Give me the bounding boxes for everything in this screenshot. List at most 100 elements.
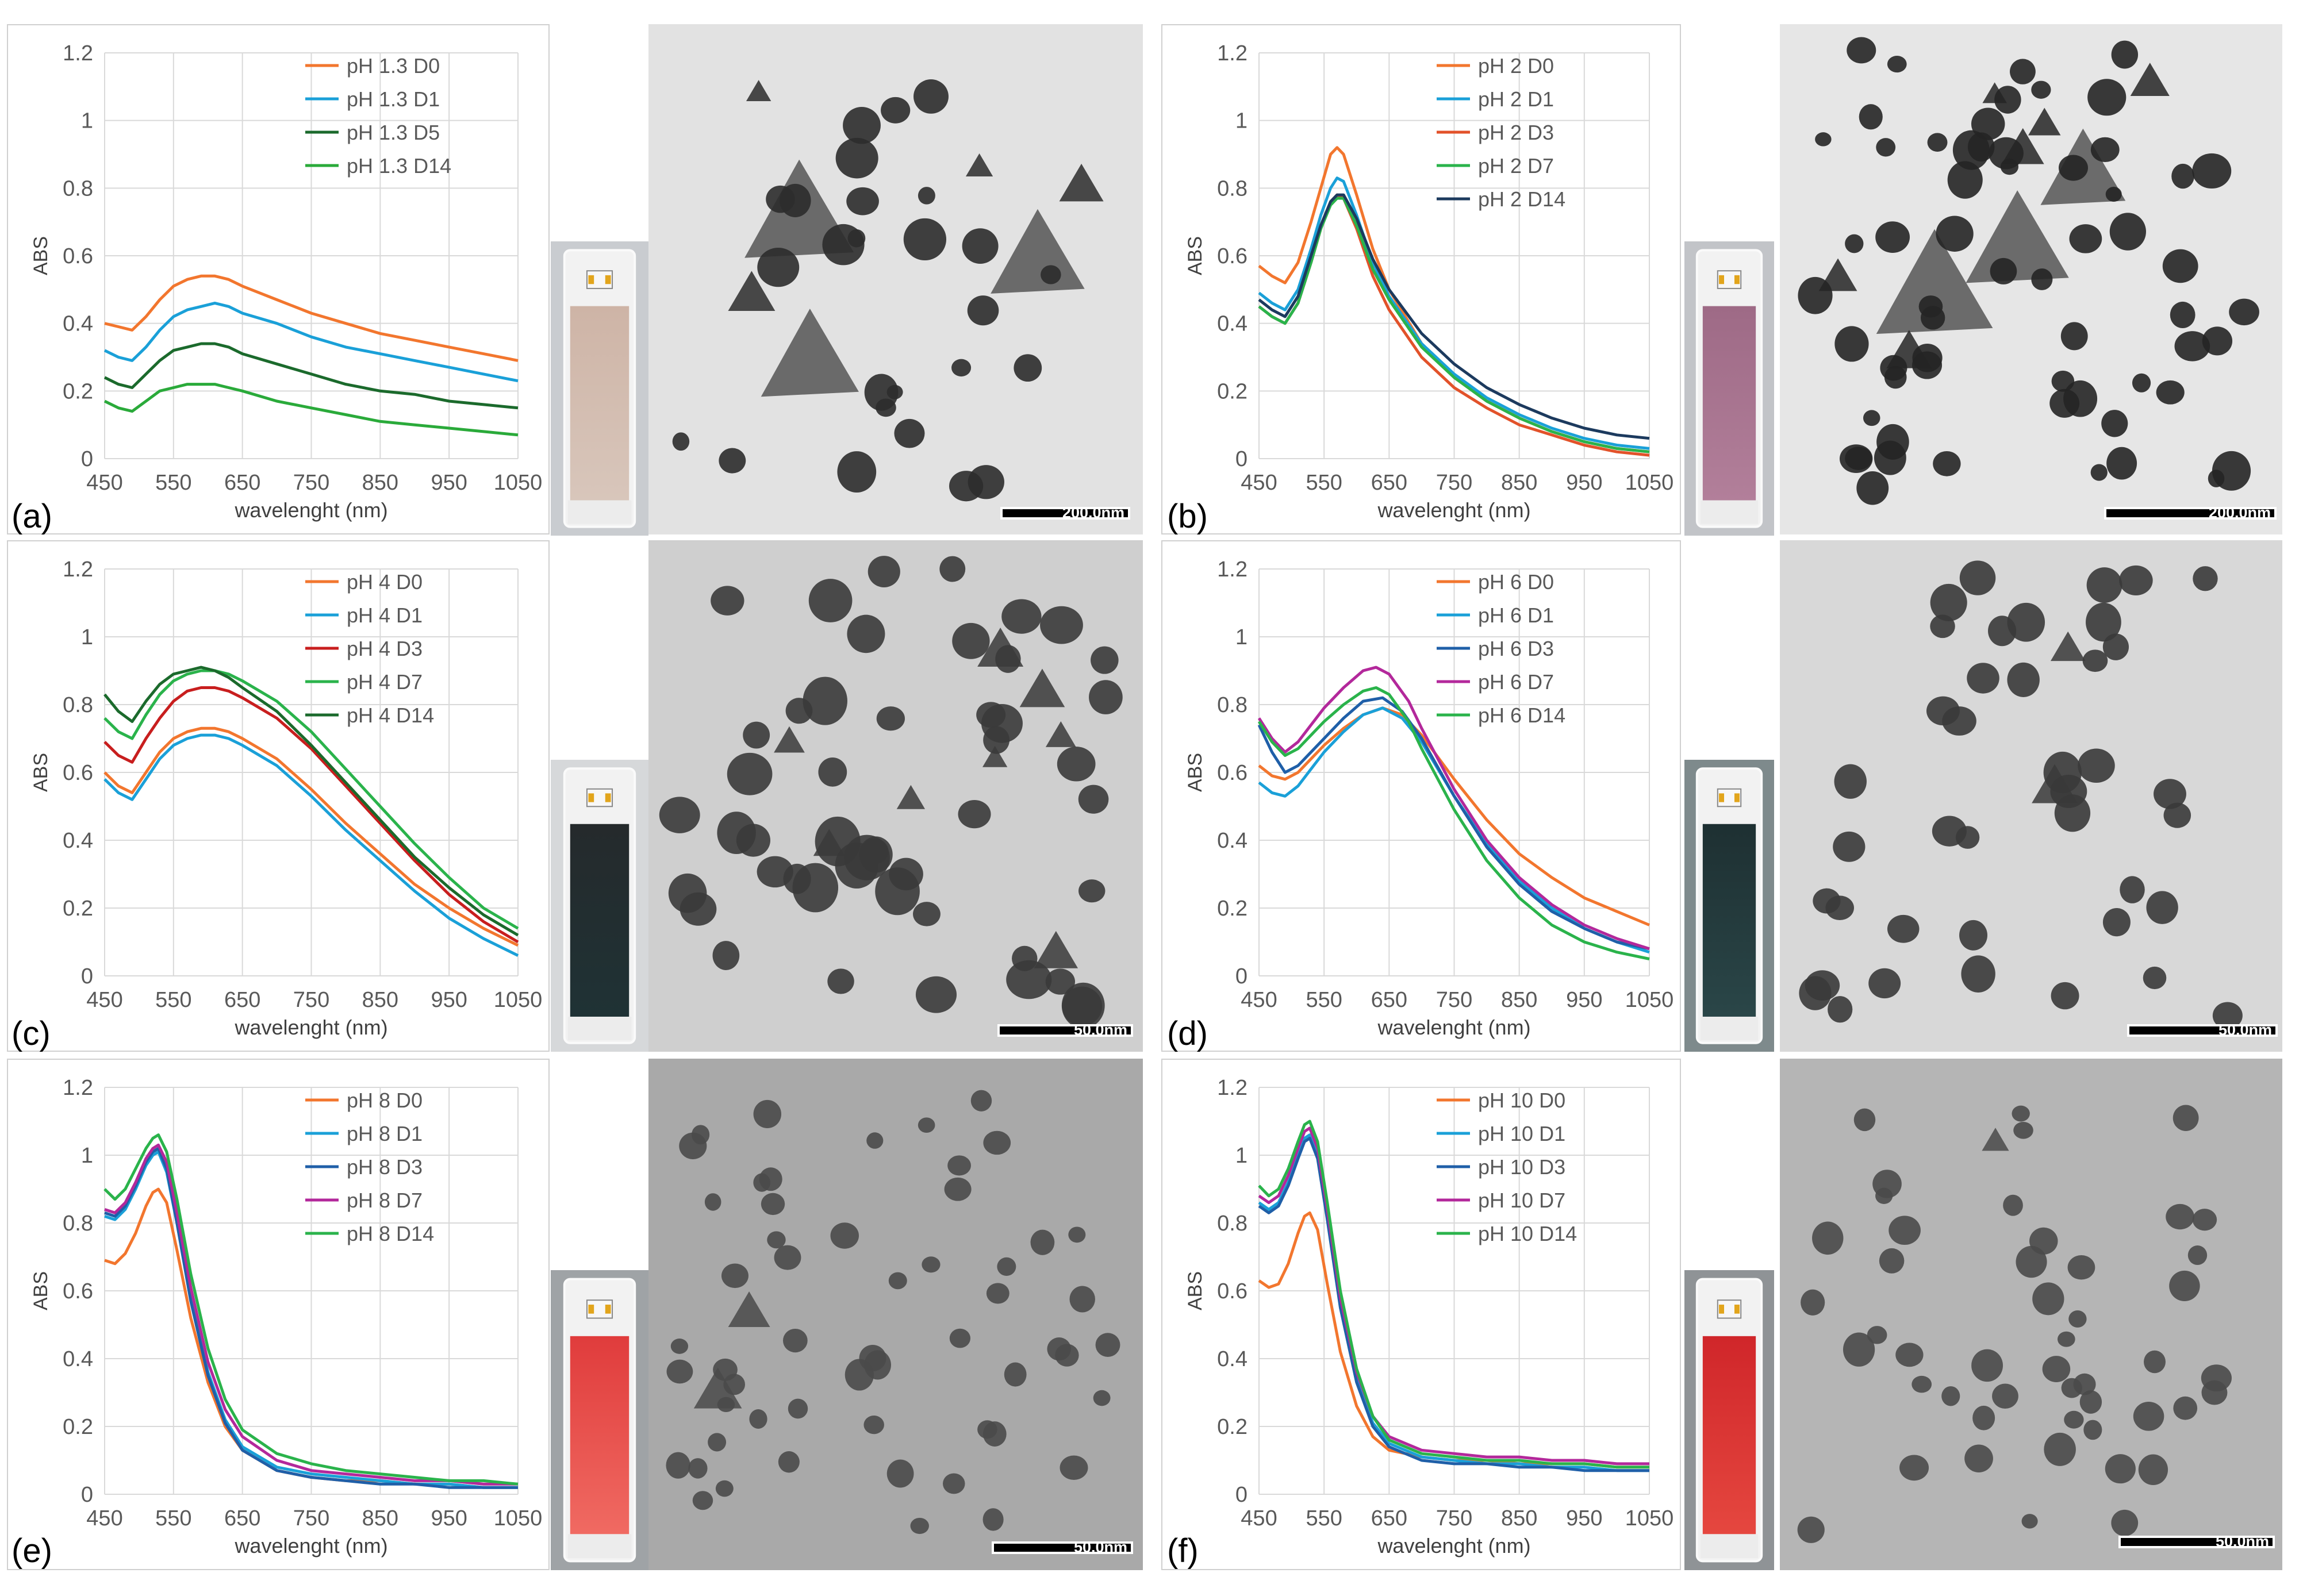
x-tick-label: 950 <box>431 471 467 495</box>
nanoparticle <box>1990 257 2017 284</box>
y-tick-label: 0.6 <box>1217 1279 1248 1303</box>
x-tick-label: 450 <box>86 988 122 1012</box>
nanotriangle <box>774 726 805 753</box>
y-tick-label: 1 <box>1235 1144 1248 1168</box>
tem-image-b <box>1780 24 2282 534</box>
nanoparticle <box>712 941 740 970</box>
y-tick-label: 0 <box>1235 447 1248 471</box>
y-tick-label: 1 <box>1235 625 1248 649</box>
x-axis-label: wavelenght (nm) <box>1377 1016 1530 1039</box>
nanoparticle <box>1955 826 1980 849</box>
uv-vis-chart-d: 450 550 650 750 850 950 1050 0 0.2 0.4 0.6 0.8 1 1.2 w… <box>1161 540 1681 1052</box>
nanoparticle <box>1843 1332 1875 1367</box>
uv-vis-chart-e: 450 550 650 750 850 950 1050 0 0.2 0.4 0.6 0.8 1 1.2 w… <box>7 1059 550 1570</box>
nanoparticles <box>666 1090 1120 1535</box>
sticker-mark-icon <box>1719 793 1725 802</box>
y-axis-label: ABS <box>30 236 52 275</box>
nanoparticle <box>2010 59 2036 84</box>
nanoparticle <box>2146 891 2178 924</box>
nanoparticle <box>2132 373 2151 393</box>
nanotriangle <box>1818 258 1857 291</box>
nanoparticle <box>1833 831 1866 862</box>
nanoparticle <box>692 1491 713 1510</box>
nanoparticle <box>753 1099 781 1129</box>
nanoparticle <box>967 295 999 326</box>
nanoparticle <box>766 185 795 213</box>
nanoparticle <box>2173 1105 2199 1131</box>
legend-entry: pH 2 D0 <box>1478 54 1554 78</box>
nanoparticle <box>1971 107 2005 140</box>
nanoparticle <box>2201 1380 2228 1405</box>
nanoparticle <box>2229 298 2259 326</box>
nanoparticle <box>2162 249 2198 283</box>
sticker-mark-icon <box>588 793 594 802</box>
x-tick-label: 950 <box>431 988 467 1012</box>
nanoparticle <box>2154 779 2186 809</box>
y-tick-label: 0.8 <box>1217 176 1248 201</box>
nanoparticle <box>1964 1444 1993 1472</box>
legend-entry: pH 2 D3 <box>1478 121 1554 144</box>
series-line-5 <box>103 1133 519 1486</box>
nanoparticle <box>1828 996 1853 1023</box>
nanoparticles <box>672 79 1104 502</box>
x-tick-label: 1050 <box>1625 988 1674 1012</box>
legend-entry: pH 2 D1 <box>1478 87 1554 111</box>
sticker-mark-icon <box>1734 275 1740 284</box>
nanoparticle <box>2166 1203 2194 1230</box>
nanoparticle <box>1868 968 1901 999</box>
x-tick-label: 850 <box>1501 471 1537 495</box>
nanoparticle <box>913 79 949 114</box>
nanoparticle <box>692 1125 710 1145</box>
nanoparticle <box>843 107 881 144</box>
y-tick-label: 1.2 <box>1217 1076 1248 1100</box>
nanoplate <box>1876 229 1993 334</box>
nanoparticle <box>1856 471 1889 505</box>
nanoparticle <box>2173 1396 2198 1420</box>
nanoparticle <box>666 1452 690 1479</box>
nanoparticle <box>913 902 941 926</box>
panel-label-d: (d) <box>1167 1015 1208 1052</box>
nanoparticle <box>1062 986 1103 1026</box>
grid <box>1258 1087 1650 1495</box>
nanoparticle <box>847 229 866 248</box>
chart-frame <box>1161 540 1681 1052</box>
scale-bar-label-a: 200.0nm <box>1062 504 1124 521</box>
scale-bar-c: 50.0nm <box>997 1021 1133 1039</box>
nanoparticle <box>2105 1454 2136 1484</box>
cuvette-photo-a <box>551 241 648 536</box>
y-tick-label: 0.2 <box>63 379 93 403</box>
series-line-4 <box>103 383 519 437</box>
nanoparticle <box>1930 614 1955 639</box>
nanoparticle <box>2119 565 2153 595</box>
nanoparticle <box>688 1458 708 1479</box>
x-tick-label: 450 <box>86 471 122 495</box>
x-tick-label: 850 <box>362 1506 398 1530</box>
nanoparticle <box>2086 602 2121 642</box>
nanoparticle <box>982 1421 1007 1447</box>
nanoparticle <box>889 857 923 891</box>
nanoparticle <box>2078 748 2115 783</box>
nanoparticle <box>783 863 811 894</box>
nanoparticle <box>2102 907 2131 937</box>
series-line-3 <box>103 342 519 410</box>
nanoparticle <box>2083 1420 2102 1440</box>
legend-entry: pH 8 D3 <box>347 1155 423 1179</box>
x-tick-label: 1050 <box>494 1506 543 1530</box>
y-tick-label: 0.2 <box>63 1415 93 1439</box>
scale-bar-label-b: 200.0nm <box>2208 504 2271 521</box>
nanotriangle <box>1019 668 1065 707</box>
nanoparticle <box>2105 187 2122 202</box>
series-line-1 <box>104 274 519 362</box>
cuvette-base <box>1700 500 1759 524</box>
nanoparticle <box>2064 1410 2084 1429</box>
y-tick-label: 0 <box>1235 1483 1248 1507</box>
y-tick-label: 0 <box>1235 964 1248 989</box>
nanoparticle <box>1845 234 1864 253</box>
x-tick-label: 750 <box>293 1506 329 1530</box>
nanoparticle <box>888 1272 907 1290</box>
nanoparticle <box>1867 1326 1887 1344</box>
nanoparticle <box>1812 1221 1844 1255</box>
nanoparticle <box>1093 1390 1111 1406</box>
nanoparticle <box>1899 1455 1929 1481</box>
legend-entry: pH 1.3 D1 <box>347 87 440 111</box>
